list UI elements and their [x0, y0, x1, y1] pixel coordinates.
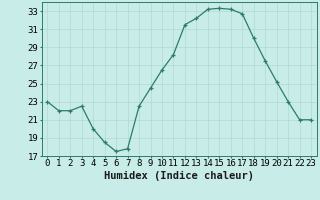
X-axis label: Humidex (Indice chaleur): Humidex (Indice chaleur)	[104, 171, 254, 181]
